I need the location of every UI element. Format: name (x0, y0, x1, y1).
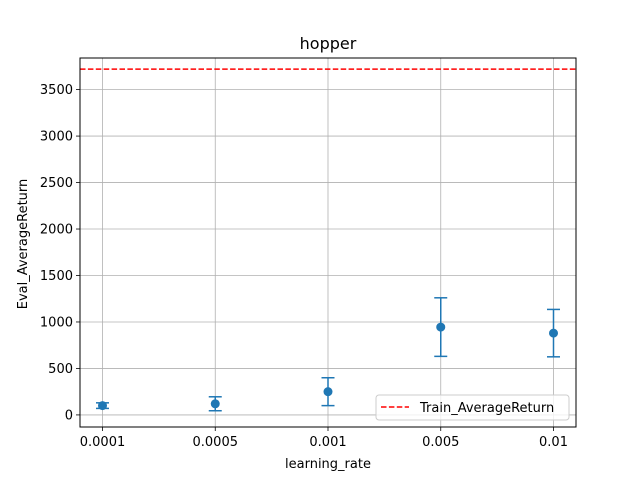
y-tick-label: 1000 (40, 315, 73, 330)
data-point (436, 323, 445, 332)
legend-label-train-average-return: Train_AverageReturn (419, 401, 554, 416)
y-tick-label: 3000 (40, 130, 73, 145)
y-tick-label: 500 (48, 362, 73, 377)
x-tick-label: 0.01 (539, 435, 568, 450)
data-point (98, 401, 107, 410)
x-tick-label: 0.001 (309, 435, 346, 450)
y-tick-label: 0 (65, 408, 73, 423)
data-point (211, 399, 220, 408)
chart-title: hopper (300, 34, 357, 53)
y-tick-label: 1500 (40, 269, 73, 284)
data-point (324, 387, 333, 396)
x-tick-label: 0.005 (422, 435, 459, 450)
y-tick-label: 3500 (40, 83, 73, 98)
y-axis-label: Eval_AverageReturn (16, 179, 31, 310)
legend: Train_AverageReturn (376, 395, 569, 420)
x-tick-label: 0.0001 (80, 435, 126, 450)
data-point (549, 329, 558, 338)
x-tick-label: 0.0005 (193, 435, 239, 450)
y-tick-label: 2000 (40, 223, 73, 238)
y-tick-label: 2500 (40, 176, 73, 191)
x-axis-label: learning_rate (285, 457, 371, 472)
